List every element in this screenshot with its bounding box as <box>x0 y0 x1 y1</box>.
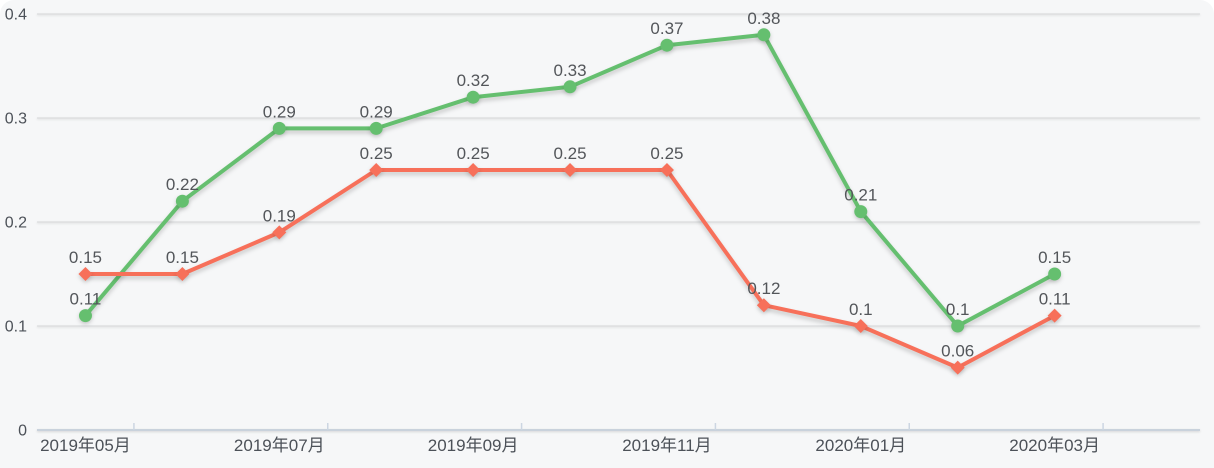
data-point-marker[interactable] <box>78 267 93 281</box>
data-point-marker[interactable] <box>1048 267 1062 281</box>
data-point-marker[interactable] <box>854 205 868 219</box>
data-point-label: 0.12 <box>747 279 780 298</box>
y-axis-label: 0.1 <box>5 319 27 336</box>
data-point-label: 0.11 <box>70 290 102 309</box>
x-axis-label: 2019年05月 <box>40 436 131 455</box>
data-point-marker[interactable] <box>1047 308 1062 323</box>
data-point-marker[interactable] <box>756 298 771 313</box>
data-point-marker[interactable] <box>369 121 383 135</box>
data-point-label: 0.25 <box>457 144 490 163</box>
data-point-label: 0.38 <box>747 9 780 28</box>
data-point-marker[interactable] <box>175 267 190 281</box>
data-point-marker[interactable] <box>660 38 674 52</box>
data-point-label: 0.11 <box>1039 290 1071 309</box>
data-point-marker[interactable] <box>369 163 384 177</box>
data-point-label: 0.37 <box>650 19 683 38</box>
y-axis-label: 0.2 <box>5 215 27 232</box>
series-green-series: 0.11 0.22 0.29 0.29 0.32 0.33 0.37 0.38 0.21 0.1 0… <box>70 9 1071 333</box>
grid <box>37 13 1200 431</box>
y-axis-label: 0 <box>18 423 27 440</box>
data-point-marker[interactable] <box>659 163 674 177</box>
series-red-series: 0.15 0.15 0.19 0.25 0.25 0.25 0.25 0.12 0.1 0.06 0… <box>69 144 1071 375</box>
data-point-label: 0.19 <box>263 206 296 225</box>
data-point-marker[interactable] <box>563 80 577 94</box>
data-point-marker[interactable] <box>272 121 286 135</box>
data-point-label: 0.06 <box>941 342 974 361</box>
data-point-marker[interactable] <box>466 90 480 104</box>
data-point-marker[interactable] <box>853 319 868 333</box>
x-axis-label: 2019年11月 <box>622 436 711 455</box>
data-point-marker[interactable] <box>757 28 771 42</box>
data-point-label: 0.29 <box>360 102 393 121</box>
data-point-label: 0.22 <box>166 175 199 194</box>
data-point-label: 0.33 <box>553 61 586 80</box>
data-point-label: 0.32 <box>457 71 490 90</box>
x-axis-labels: 2019年05月 2019年07月 2019年09月 2019年11月 2020年01月… <box>40 436 1100 455</box>
data-point-marker[interactable] <box>175 194 189 208</box>
y-axis-labels: 0 0.1 0.2 0.3 0.4 <box>5 7 27 440</box>
data-point-label: 0.29 <box>263 102 296 121</box>
x-axis-label: 2020年01月 <box>815 436 906 455</box>
data-point-label: 0.25 <box>553 144 586 163</box>
data-point-label: 0.25 <box>650 144 683 163</box>
data-point-label: 0.15 <box>166 248 199 267</box>
data-point-label: 0.1 <box>946 300 970 319</box>
data-point-marker[interactable] <box>950 360 965 375</box>
data-point-marker[interactable] <box>563 163 578 177</box>
x-axis-label: 2019年07月 <box>234 436 325 455</box>
data-point-marker[interactable] <box>951 319 965 333</box>
data-point-label: 0.15 <box>1038 248 1071 267</box>
x-axis-label: 2019年09月 <box>428 436 519 455</box>
x-axis-ticks <box>133 423 1104 430</box>
data-point-marker[interactable] <box>78 309 92 323</box>
y-axis-label: 0.3 <box>5 111 27 128</box>
y-axis-label: 0.4 <box>5 7 27 24</box>
data-point-label: 0.1 <box>849 300 873 319</box>
x-axis-label: 2020年03月 <box>1009 436 1100 455</box>
data-point-marker[interactable] <box>272 225 287 240</box>
data-point-label: 0.25 <box>360 144 393 163</box>
data-point-label: 0.15 <box>69 248 102 267</box>
data-point-label: 0.21 <box>844 186 877 205</box>
data-point-marker[interactable] <box>466 163 481 177</box>
